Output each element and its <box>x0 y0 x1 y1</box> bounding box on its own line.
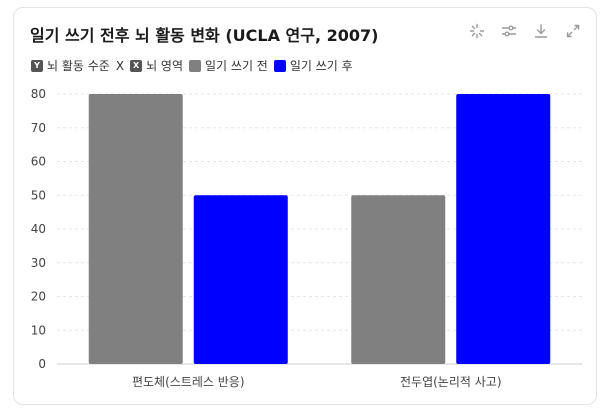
y-tick-label: 50 <box>31 188 46 202</box>
bar-after <box>456 94 551 364</box>
legend-y-axis-label: 뇌 활동 수준 <box>47 59 110 73</box>
settings-sliders-icon[interactable] <box>500 22 518 40</box>
chart-legend: Y 뇌 활동 수준 X X 뇌 영역 일기 쓰기 전 일기 쓰기 후 <box>31 57 353 74</box>
legend-x-axis-text: 뇌 영역 <box>146 59 184 73</box>
chart-title: 일기 쓰기 전후 뇌 활동 변화 (UCLA 연구, 2007) <box>30 26 379 45</box>
y-tick-label: 70 <box>31 121 46 135</box>
y-tick-label: 0 <box>38 357 46 371</box>
legend-series-after[interactable]: 일기 쓰기 후 <box>273 57 353 74</box>
legend-series-after-label: 일기 쓰기 후 <box>289 59 353 73</box>
chart-toolbar <box>468 22 582 40</box>
bar-before <box>351 195 446 364</box>
expand-icon[interactable] <box>564 22 582 40</box>
loading-spinner-icon[interactable] <box>468 22 486 40</box>
y-tick-label: 20 <box>31 290 46 304</box>
x-category-label: 편도체(스트레스 반응) <box>132 375 245 389</box>
y-tick-label: 10 <box>31 323 46 337</box>
download-icon[interactable] <box>532 22 550 40</box>
y-tick-label: 40 <box>31 222 46 236</box>
legend-swatch-after <box>273 59 286 72</box>
bar-after <box>193 195 288 364</box>
legend-swatch-before <box>189 59 202 72</box>
legend-y-axis[interactable]: Y 뇌 활동 수준 <box>31 57 110 74</box>
legend-x-axis[interactable]: X X 뇌 영역 <box>116 57 183 74</box>
legend-x-axis-label: X <box>115 58 125 73</box>
y-tick-label: 80 <box>31 87 46 101</box>
legend-series-before-label: 일기 쓰기 전 <box>205 59 268 73</box>
y-axis-badge-icon: Y <box>31 59 43 72</box>
y-tick-label: 60 <box>31 155 46 169</box>
x-category-label: 전두엽(논리적 사고) <box>400 375 502 389</box>
legend-series-before[interactable]: 일기 쓰기 전 <box>189 57 268 74</box>
y-tick-label: 30 <box>31 256 46 270</box>
bar-before <box>88 94 183 364</box>
x-axis-badge-icon: X <box>130 59 143 72</box>
